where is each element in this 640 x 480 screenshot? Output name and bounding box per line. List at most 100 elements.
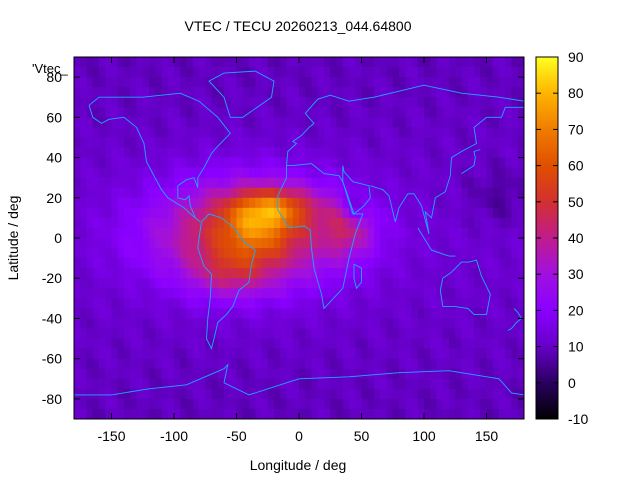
heatmap-cell xyxy=(186,217,194,229)
heatmap-cell xyxy=(167,408,175,420)
heatmap-cell xyxy=(255,147,262,158)
heatmap-cell xyxy=(167,268,175,279)
heatmap-cell xyxy=(311,197,319,209)
heatmap-cell xyxy=(186,77,194,88)
heatmap-cell xyxy=(399,268,406,279)
heatmap-cell xyxy=(174,288,181,299)
heatmap-cell xyxy=(261,298,269,309)
heatmap-cell xyxy=(424,328,431,339)
heatmap-cell xyxy=(149,298,156,309)
heatmap-cell xyxy=(511,187,519,199)
heatmap-cell xyxy=(130,67,137,78)
heatmap-cell xyxy=(161,217,169,229)
heatmap-cell xyxy=(505,107,512,118)
heatmap-cell xyxy=(249,167,256,179)
heatmap-cell xyxy=(280,227,287,239)
heatmap-cell xyxy=(399,258,406,269)
heatmap-cell xyxy=(161,107,169,118)
heatmap-cell xyxy=(92,318,100,329)
heatmap-cell xyxy=(155,117,162,128)
heatmap-cell xyxy=(386,187,394,199)
heatmap-cell xyxy=(186,107,194,118)
heatmap-cell xyxy=(267,348,275,360)
heatmap-cell xyxy=(486,278,494,289)
heatmap-cell xyxy=(361,348,369,360)
heatmap-cell xyxy=(305,368,312,380)
heatmap-cell xyxy=(274,197,281,209)
heatmap-cell xyxy=(305,87,312,98)
heatmap-cell xyxy=(92,217,100,229)
heatmap-cell xyxy=(305,308,312,319)
heatmap-cell xyxy=(74,207,81,219)
heatmap-cell xyxy=(267,67,275,78)
heatmap-cell xyxy=(274,328,281,339)
heatmap-cell xyxy=(349,278,356,289)
heatmap-cell xyxy=(192,268,200,279)
heatmap-cell xyxy=(442,358,450,370)
heatmap-cell xyxy=(130,378,137,390)
heatmap-cell xyxy=(449,67,456,78)
heatmap-cell xyxy=(449,348,456,360)
heatmap-cell xyxy=(342,278,350,289)
heatmap-cell xyxy=(380,258,387,269)
heatmap-cell xyxy=(124,107,131,118)
heatmap-cell xyxy=(355,298,362,309)
heatmap-cell xyxy=(474,97,481,108)
heatmap-cell xyxy=(74,97,81,108)
heatmap-cell xyxy=(99,197,106,209)
heatmap-cell xyxy=(367,67,375,78)
heatmap-cell xyxy=(117,338,125,350)
heatmap-cell xyxy=(392,408,400,420)
heatmap-cell xyxy=(174,338,181,350)
heatmap-cell xyxy=(74,197,81,209)
heatmap-cell xyxy=(167,87,175,98)
heatmap-cell xyxy=(261,207,269,219)
heatmap-cell xyxy=(267,167,275,179)
heatmap-cell xyxy=(186,278,194,289)
heatmap-cell xyxy=(330,67,337,78)
heatmap-cell xyxy=(167,298,175,309)
heatmap-cell xyxy=(186,338,194,350)
heatmap-cell xyxy=(255,298,262,309)
heatmap-cell xyxy=(380,308,387,319)
heatmap-cell xyxy=(392,358,400,370)
heatmap-cell xyxy=(342,288,350,299)
heatmap-cell xyxy=(436,328,444,339)
heatmap-cell xyxy=(211,268,219,279)
heatmap-cell xyxy=(249,137,256,148)
heatmap-cell xyxy=(461,157,469,169)
heatmap-cell xyxy=(324,57,331,68)
heatmap-cell xyxy=(405,308,412,319)
heatmap-cell xyxy=(374,177,381,189)
heatmap-cell xyxy=(205,107,212,118)
heatmap-cell xyxy=(117,57,125,68)
heatmap-cell xyxy=(217,157,225,169)
heatmap-cell xyxy=(280,67,287,78)
heatmap-cell xyxy=(299,348,306,360)
heatmap-cell xyxy=(211,288,219,299)
heatmap-cell xyxy=(367,238,375,249)
heatmap-cell xyxy=(130,298,137,309)
heatmap-cell xyxy=(499,278,506,289)
heatmap-cell xyxy=(161,77,169,88)
heatmap-cell xyxy=(249,67,256,78)
heatmap-cell xyxy=(380,197,387,209)
heatmap-cell xyxy=(336,137,344,148)
heatmap-cell xyxy=(249,378,256,390)
heatmap-cell xyxy=(161,177,169,189)
heatmap-cell xyxy=(136,67,144,78)
heatmap-cell xyxy=(424,388,431,400)
heatmap-cell xyxy=(261,97,269,108)
heatmap-cell xyxy=(499,167,506,179)
heatmap-cell xyxy=(430,177,437,189)
heatmap-cell xyxy=(417,278,425,289)
heatmap-cell xyxy=(467,147,475,158)
heatmap-cell xyxy=(224,268,231,279)
heatmap-cell xyxy=(455,378,462,390)
heatmap-cell xyxy=(142,248,150,259)
x-axis: -150 -100 -50 0 50 100 150 xyxy=(97,57,498,444)
heatmap-cell xyxy=(199,408,206,420)
heatmap-cell xyxy=(392,318,400,329)
heatmap-cell xyxy=(417,207,425,219)
heatmap-cell xyxy=(130,338,137,350)
